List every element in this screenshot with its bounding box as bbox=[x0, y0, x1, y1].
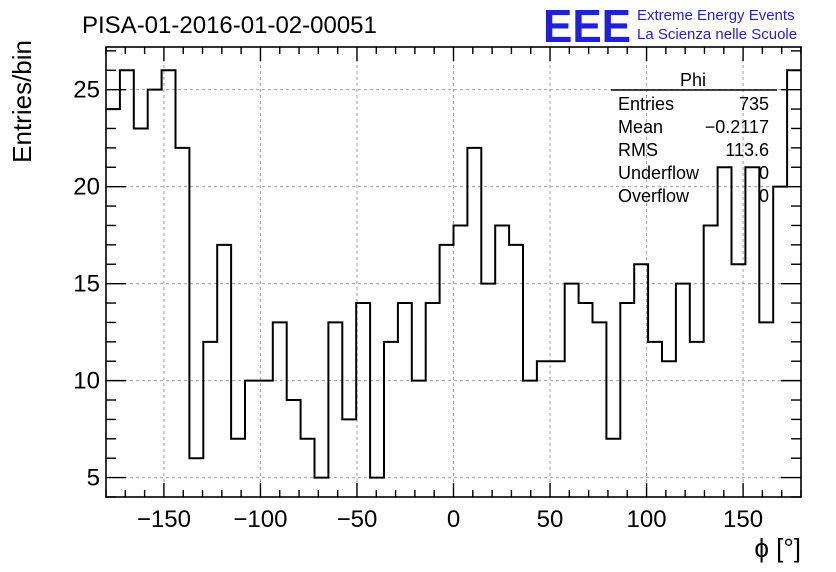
y-tick-label: 20 bbox=[73, 174, 100, 201]
x-tick-label: 0 bbox=[447, 506, 460, 533]
histogram-bin bbox=[773, 187, 787, 497]
y-axis-label: Entries/bin bbox=[7, 40, 37, 163]
histogram-bin bbox=[426, 303, 440, 497]
stats-label: RMS bbox=[618, 140, 658, 160]
histogram-bin bbox=[579, 303, 593, 497]
stats-label: Overflow bbox=[618, 186, 690, 206]
histogram-bin bbox=[328, 322, 342, 497]
histogram-bin bbox=[662, 361, 676, 497]
stats-title: Phi bbox=[680, 70, 706, 90]
x-axis-label: ϕ [°] bbox=[754, 533, 801, 563]
axis-ticks bbox=[105, 47, 802, 498]
histogram-bin bbox=[412, 381, 426, 497]
histogram-bin bbox=[398, 303, 412, 497]
grid-lines bbox=[106, 47, 801, 497]
stats-label: Mean bbox=[618, 117, 663, 137]
histogram-bin bbox=[217, 245, 231, 497]
histogram-bin bbox=[454, 225, 468, 497]
histogram-bin bbox=[301, 439, 315, 497]
y-tick-labels: 5 10 15 20 25 bbox=[73, 77, 100, 492]
histogram-bin bbox=[384, 342, 398, 497]
stats-label: Underflow bbox=[618, 163, 700, 183]
histogram-bin bbox=[203, 342, 217, 497]
stats-value: 113.6 bbox=[725, 140, 769, 160]
histogram-bin bbox=[718, 167, 732, 497]
histogram-bin bbox=[620, 303, 634, 497]
histogram-bin bbox=[648, 342, 662, 497]
histogram-bin bbox=[606, 439, 620, 497]
histogram-bin bbox=[593, 322, 607, 497]
stats-label: Entries bbox=[618, 94, 674, 114]
histogram-bin bbox=[523, 381, 537, 497]
y-tick-label: 5 bbox=[87, 465, 100, 492]
x-tick-label: 50 bbox=[537, 506, 564, 533]
stats-box: Phi Entries 735 Mean −0.2117 RMS 113.6 Underfl… bbox=[611, 70, 777, 206]
histogram-bin bbox=[342, 419, 356, 497]
histogram-bin bbox=[356, 303, 370, 497]
y-tick-label: 10 bbox=[73, 368, 100, 395]
run-title: PISA-01-2016-01-02-00051 bbox=[82, 12, 377, 39]
histogram-bin bbox=[259, 381, 273, 497]
histogram-bin bbox=[245, 381, 259, 497]
stats-value: −0.2117 bbox=[705, 117, 769, 137]
histogram-bin bbox=[273, 322, 287, 497]
histogram-bin bbox=[565, 284, 579, 497]
x-tick-label: −150 bbox=[137, 506, 191, 533]
x-tick-label: 150 bbox=[723, 506, 763, 533]
histogram-bin bbox=[509, 245, 523, 497]
histogram-outline bbox=[106, 69, 801, 479]
histogram-bin bbox=[676, 284, 690, 497]
histogram-bin bbox=[759, 322, 773, 497]
histogram-bin bbox=[551, 361, 565, 497]
histogram-bin bbox=[315, 478, 329, 497]
histogram-bin bbox=[176, 148, 190, 497]
histogram-bin bbox=[440, 245, 454, 497]
histogram-bin bbox=[537, 361, 551, 497]
histogram-bin bbox=[467, 148, 481, 497]
histogram-bin bbox=[148, 90, 162, 497]
logo-subtitle-2: La Scienza nelle Scuole bbox=[637, 26, 797, 43]
stats-value: 0 bbox=[759, 186, 769, 206]
histogram-bin bbox=[690, 342, 704, 497]
x-tick-label: −50 bbox=[337, 506, 378, 533]
histogram-bin bbox=[231, 439, 245, 497]
y-tick-label: 15 bbox=[73, 271, 100, 298]
x-tick-label: 100 bbox=[627, 506, 667, 533]
x-tick-label: −100 bbox=[233, 506, 287, 533]
histogram-bin bbox=[134, 128, 148, 497]
histogram-bin bbox=[287, 400, 301, 497]
histogram-bin bbox=[495, 225, 509, 497]
y-tick-label: 25 bbox=[73, 77, 100, 104]
histogram-bin bbox=[370, 478, 384, 497]
stats-value: 735 bbox=[739, 94, 769, 114]
histogram-bin bbox=[481, 284, 495, 497]
eee-logo: EEE bbox=[543, 0, 631, 52]
histogram-bin bbox=[745, 167, 759, 497]
logo-subtitle-1: Extreme Energy Events bbox=[637, 7, 795, 24]
histogram-bin bbox=[704, 225, 718, 497]
x-tick-labels: −150 −100 −50 0 50 100 150 bbox=[137, 506, 763, 533]
stats-value: 0 bbox=[759, 163, 769, 183]
